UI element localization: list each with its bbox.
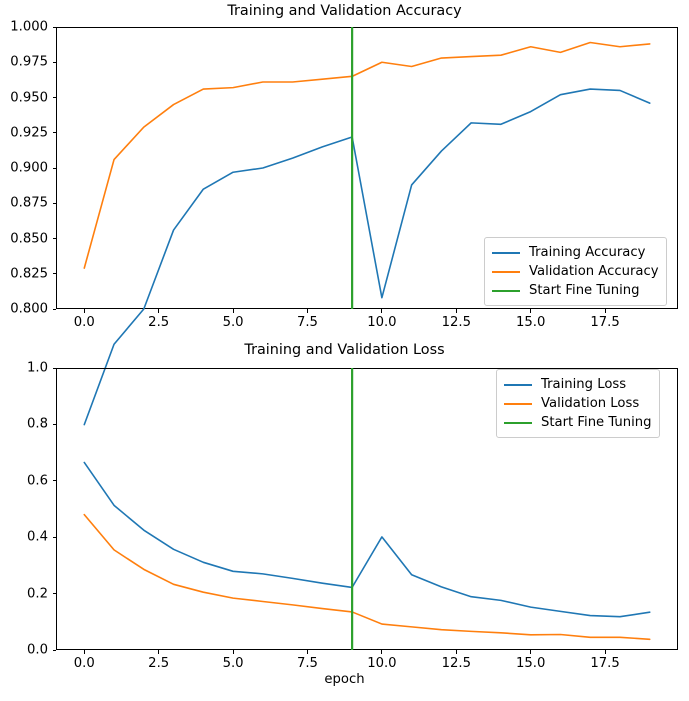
- legend-item-start-fine-tuning-loss[interactable]: Start Fine Tuning: [504, 413, 652, 432]
- legend-swatch-start-fine-tuning-loss: [504, 421, 532, 424]
- y-tick-mark: [52, 26, 56, 28]
- legend-swatch-validation-accuracy: [492, 270, 520, 273]
- y-tick-mark: [52, 649, 56, 651]
- y-tick-mark: [52, 61, 56, 63]
- x-tick-label: 0.0: [73, 656, 95, 671]
- legend-swatch-training-loss: [504, 383, 532, 386]
- x-tick-label: 5.0: [222, 315, 244, 330]
- x-tick-label: 17.5: [590, 315, 620, 330]
- x-tick-label: 2.5: [148, 656, 170, 671]
- y-tick-mark: [52, 593, 56, 595]
- x-tick-mark: [83, 650, 85, 654]
- x-tick-mark: [306, 650, 309, 654]
- y-tick-mark: [52, 273, 56, 275]
- x-tick-mark: [530, 309, 532, 313]
- legend-item-start-fine-tuning-accuracy[interactable]: Start Fine Tuning: [492, 281, 659, 300]
- y-tick-label: 0.850: [10, 231, 48, 246]
- accuracy-chart-title: Training and Validation Accuracy: [227, 3, 462, 19]
- legend-label-training-loss: Training Loss: [541, 377, 627, 392]
- x-tick-label: 10.0: [367, 656, 397, 671]
- x-tick-mark: [158, 650, 160, 654]
- y-tick-mark: [52, 536, 56, 538]
- loss-chart-title: Training and Validation Loss: [244, 342, 445, 358]
- legend-item-training-loss[interactable]: Training Loss: [504, 375, 652, 394]
- y-tick-label: 0.925: [10, 125, 48, 141]
- y-tick-label: 0.800: [10, 301, 48, 317]
- x-tick-label: 15.0: [515, 315, 546, 330]
- legend-swatch-start-fine-tuning-accuracy: [492, 289, 520, 292]
- x-tick-mark: [232, 309, 234, 313]
- y-tick-label: 0.950: [10, 90, 48, 105]
- accuracy-subplot: Training and Validation Accuracy: [0, 0, 689, 340]
- accuracy-legend: Training Accuracy Validation Accuracy St…: [484, 237, 667, 306]
- legend-item-validation-accuracy[interactable]: Validation Accuracy: [492, 262, 659, 281]
- loss-plot-lines: [83, 368, 651, 650]
- y-tick-mark: [52, 132, 56, 134]
- x-tick-label: 17.5: [590, 656, 620, 671]
- legend-label-start-fine-tuning-accuracy: Start Fine Tuning: [529, 283, 640, 298]
- y-tick-label: 0.900: [10, 160, 48, 176]
- y-tick-mark: [52, 167, 56, 169]
- legend-label-validation-loss: Validation Loss: [541, 396, 640, 411]
- y-tick-mark: [52, 480, 56, 482]
- y-tick-mark: [52, 308, 56, 310]
- y-tick-label: 0.6: [27, 473, 48, 489]
- x-tick-mark: [232, 650, 234, 654]
- y-tick-mark: [52, 238, 56, 240]
- legend-label-training-accuracy: Training Accuracy: [529, 245, 646, 260]
- x-tick-label: 5.0: [222, 656, 244, 671]
- x-tick-mark: [381, 309, 383, 313]
- x-tick-label: 0.0: [73, 315, 95, 330]
- legend-item-validation-loss[interactable]: Validation Loss: [504, 394, 652, 413]
- x-tick-label: 2.5: [148, 315, 170, 330]
- y-tick-label: 0.975: [10, 54, 48, 70]
- x-tick-mark: [604, 309, 606, 313]
- x-tick-mark: [158, 309, 160, 313]
- x-axis-label: epoch: [324, 672, 365, 687]
- accuracy-plot-frame: [56, 27, 678, 309]
- x-tick-label: 10.0: [367, 315, 397, 330]
- series-line-validation-loss: [83, 513, 651, 641]
- x-tick-mark: [306, 309, 309, 313]
- y-tick-mark: [52, 423, 56, 425]
- x-tick-mark: [83, 309, 85, 313]
- loss-legend: Training Loss Validation Loss Start Fine…: [496, 369, 660, 438]
- y-tick-label: 0.825: [10, 266, 48, 282]
- x-tick-label: 12.5: [441, 315, 471, 330]
- y-tick-label: 0.0: [27, 642, 48, 658]
- x-tick-label: 15.0: [515, 656, 546, 671]
- y-tick-mark: [52, 367, 56, 369]
- y-tick-label: 0.8: [27, 416, 48, 432]
- legend-label-start-fine-tuning-loss: Start Fine Tuning: [541, 415, 652, 430]
- y-tick-label: 1.0: [27, 360, 48, 376]
- y-tick-mark: [52, 97, 56, 99]
- x-tick-label: 7.5: [296, 656, 318, 671]
- series-line-training-loss: [83, 461, 651, 618]
- legend-label-validation-accuracy: Validation Accuracy: [529, 264, 659, 279]
- y-tick-label: 0.875: [10, 195, 48, 211]
- x-tick-mark: [604, 650, 606, 654]
- x-tick-mark: [530, 650, 532, 654]
- y-tick-label: 1.000: [10, 19, 48, 35]
- y-tick-mark: [52, 202, 56, 204]
- x-tick-mark: [381, 650, 383, 654]
- legend-swatch-validation-loss: [504, 402, 532, 405]
- legend-swatch-training-accuracy: [492, 251, 520, 254]
- y-tick-label: 0.4: [27, 529, 48, 545]
- loss-plot-frame: [56, 368, 678, 650]
- series-line-training-accuracy: [83, 88, 651, 426]
- accuracy-plot-lines: [83, 27, 651, 426]
- x-tick-label: 12.5: [441, 656, 471, 671]
- series-line-validation-accuracy: [83, 41, 651, 269]
- legend-item-training-accuracy[interactable]: Training Accuracy: [492, 243, 659, 262]
- x-tick-label: 7.5: [296, 315, 318, 330]
- y-tick-label: 0.2: [27, 586, 48, 602]
- x-tick-mark: [455, 309, 457, 313]
- x-tick-mark: [455, 650, 457, 654]
